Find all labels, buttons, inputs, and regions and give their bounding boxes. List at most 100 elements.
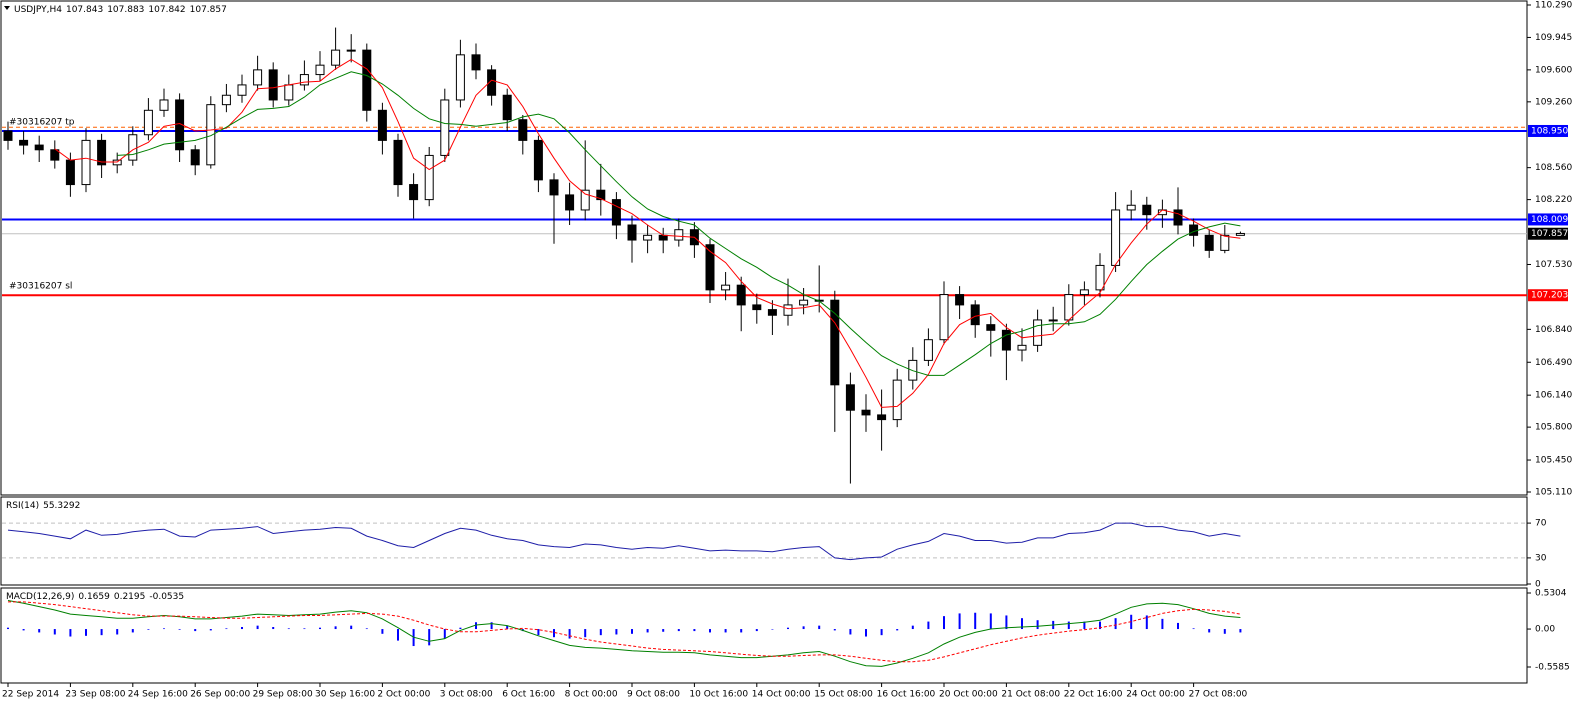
candle-body — [877, 414, 887, 421]
histogram-bar — [1161, 618, 1164, 630]
y-tick-label: 30 — [1535, 553, 1547, 563]
readout-value: 107.843 — [66, 5, 103, 15]
histogram-bar — [303, 628, 306, 630]
x-tick-label: 8 Oct 00:00 — [565, 690, 618, 700]
histogram-bar — [38, 629, 41, 633]
candle-body — [1064, 294, 1074, 321]
histogram-bar — [818, 625, 821, 630]
y-tick-label: 0 — [1535, 580, 1541, 590]
histogram-bar — [287, 628, 290, 630]
y-tick-label: 109.600 — [1535, 65, 1572, 75]
histogram-bar — [365, 628, 368, 630]
histogram-bar — [646, 629, 649, 633]
candle-body — [923, 339, 933, 361]
histogram-bar — [693, 629, 696, 632]
candle-body — [596, 189, 606, 201]
histogram-bar — [849, 629, 852, 635]
histogram-bar — [1208, 629, 1211, 633]
level-price-label: 108.009 — [1531, 215, 1568, 225]
histogram-bar — [350, 625, 353, 630]
y-tick-label: 105.110 — [1535, 488, 1572, 498]
histogram-bar — [833, 629, 836, 631]
y-tick-label: 109.945 — [1535, 33, 1572, 43]
indicator-line — [54, 58, 1241, 408]
candle-body — [970, 304, 980, 326]
histogram-bar — [1036, 620, 1039, 630]
y-tick-label: 70 — [1535, 519, 1547, 529]
y-tick-label: 108.220 — [1535, 195, 1572, 205]
candle-body — [65, 159, 75, 186]
x-tick-label: 24 Oct 00:00 — [1126, 690, 1185, 700]
histogram-bar — [116, 629, 119, 635]
readout-value: 107.842 — [148, 5, 185, 15]
candle-body — [19, 139, 29, 146]
candle-body — [377, 109, 387, 141]
y-tick-label: 0.5304 — [1535, 589, 1567, 599]
candle-body — [81, 139, 91, 186]
histogram-bar — [194, 629, 197, 632]
histogram-bar — [662, 629, 665, 632]
candle-body — [268, 69, 278, 101]
x-tick-label: 6 Oct 16:00 — [502, 690, 555, 700]
x-tick-label: 16 Oct 16:00 — [877, 690, 936, 700]
candle-body — [705, 244, 715, 291]
histogram-bar — [475, 622, 477, 630]
histogram-bar — [755, 629, 758, 632]
x-tick-label: 26 Sep 00:00 — [190, 690, 250, 700]
histogram-bar — [709, 629, 711, 633]
x-tick-label: 10 Oct 16:00 — [689, 690, 748, 700]
candle-body — [845, 384, 855, 411]
readout-value: -0.0535 — [149, 592, 184, 602]
candle-body — [1173, 209, 1183, 226]
histogram-bar — [53, 629, 56, 635]
candle-body — [580, 189, 590, 211]
candle-body — [1079, 289, 1089, 296]
histogram-bar — [896, 629, 899, 631]
histogram-bar — [100, 629, 103, 636]
candle-body — [362, 49, 372, 111]
candle-body — [440, 99, 450, 156]
level-price-label: 107.203 — [1531, 291, 1568, 301]
candle-body — [830, 299, 840, 386]
order-label: #30316207 sl — [9, 282, 72, 292]
x-tick-label: 29 Sep 08:00 — [253, 690, 313, 700]
histogram-bar — [677, 629, 680, 632]
x-tick-label: 2 Oct 00:00 — [377, 690, 430, 700]
panel-header: RSI(14) 55.3292 — [6, 501, 80, 511]
x-tick-label: 27 Oct 08:00 — [1189, 690, 1248, 700]
y-tick-label: 106.140 — [1535, 391, 1572, 401]
candle-body — [284, 84, 294, 101]
histogram-bar — [880, 629, 883, 636]
histogram-bar — [163, 628, 165, 630]
histogram-bar — [599, 629, 602, 636]
candle-body — [939, 294, 949, 341]
candle-body — [1001, 329, 1011, 351]
candle-body — [783, 304, 793, 316]
y-tick-label: 106.490 — [1535, 358, 1572, 368]
candle-body — [34, 144, 44, 151]
candle-body — [549, 179, 559, 196]
candle-body — [502, 94, 512, 121]
x-tick-label: 14 Oct 00:00 — [752, 690, 811, 700]
level-price-label: 107.857 — [1531, 229, 1568, 239]
histogram-bar — [631, 629, 633, 634]
histogram-bar — [7, 627, 9, 630]
candle-body — [346, 49, 356, 52]
x-tick-label: 24 Sep 16:00 — [128, 690, 188, 700]
histogram-bar — [865, 629, 867, 637]
candle-body — [1033, 319, 1043, 346]
histogram-bar — [1223, 629, 1226, 634]
y-tick-label: 105.450 — [1535, 456, 1572, 466]
candle-body — [455, 54, 465, 101]
histogram-bar — [506, 625, 509, 630]
histogram-bar — [771, 629, 774, 630]
histogram-bar — [740, 629, 743, 633]
candle-body — [143, 109, 153, 136]
x-tick-label: 20 Oct 00:00 — [939, 690, 998, 700]
candle-body — [1189, 224, 1199, 236]
histogram-bar — [802, 626, 805, 630]
collapse-icon[interactable] — [4, 6, 10, 10]
histogram-bar — [490, 622, 493, 630]
order-label: #30316207 tp — [9, 117, 75, 127]
readout-value: 0.1659 — [78, 592, 110, 602]
